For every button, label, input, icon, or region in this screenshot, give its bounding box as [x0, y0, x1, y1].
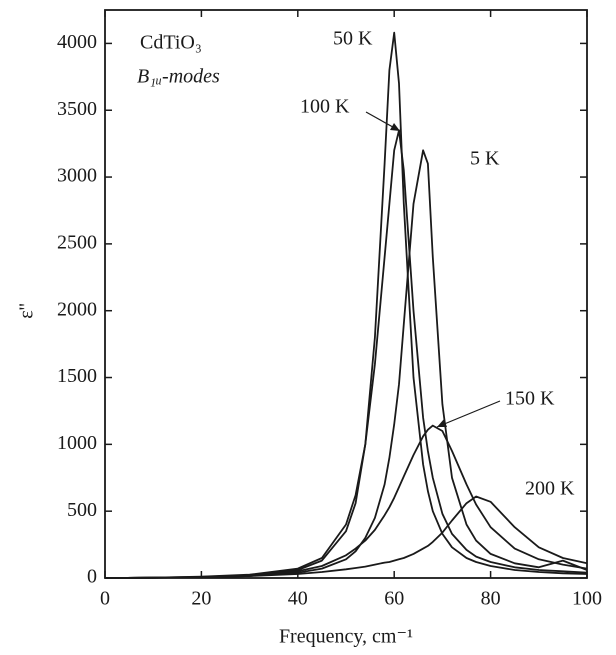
series-label: 100 K	[300, 96, 350, 118]
series-label: 5 K	[470, 148, 500, 170]
series-line	[104, 149, 588, 579]
y-tick-label: 0	[87, 566, 97, 588]
x-tick-label: 60	[384, 588, 404, 610]
y-tick-label: 3500	[57, 98, 97, 120]
arrow	[436, 400, 501, 428]
x-tick-label: 0	[100, 588, 110, 610]
plot-frame	[104, 9, 588, 579]
y-tick-label: 2000	[57, 298, 97, 320]
y-axis-label: ε''	[16, 303, 38, 319]
series-line	[104, 495, 588, 579]
series-line	[104, 129, 588, 579]
x-tick-label: 100	[572, 588, 602, 610]
annotation: B₁ᵤ-modes	[137, 66, 220, 88]
x-tick-label: 80	[481, 588, 501, 610]
arrow-head	[390, 123, 400, 131]
series-label: 50 K	[333, 28, 373, 50]
y-tick-label: 500	[67, 499, 97, 521]
x-tick-label: 20	[191, 588, 211, 610]
annotation: CdTiO₃	[140, 32, 202, 54]
series-label: 150 K	[505, 388, 555, 410]
y-tick-label: 4000	[57, 31, 97, 53]
x-axis-label: Frequency, cm⁻¹	[279, 626, 413, 648]
y-tick-label: 1000	[57, 432, 97, 454]
x-tick-label: 40	[288, 588, 308, 610]
series-line	[104, 424, 588, 579]
y-tick-label: 3000	[57, 165, 97, 187]
series-label: 200 K	[525, 478, 575, 500]
y-tick-label: 2500	[57, 231, 97, 253]
y-tick-label: 1500	[57, 365, 97, 387]
